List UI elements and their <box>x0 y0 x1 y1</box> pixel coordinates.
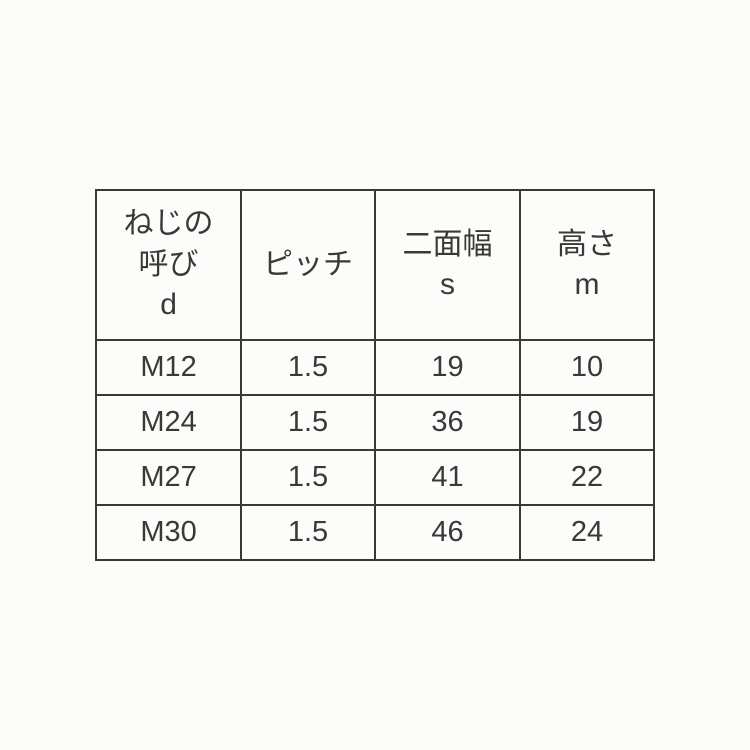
cell-thread-size: M27 <box>96 450 241 505</box>
spec-table-container: ねじの 呼び d ピッチ 二面幅 s 高さ m M12 <box>95 189 655 561</box>
header-label-line: d <box>160 288 177 321</box>
cell-width: 36 <box>375 395 520 450</box>
header-height: 高さ m <box>520 190 654 340</box>
spec-table: ねじの 呼び d ピッチ 二面幅 s 高さ m M12 <box>95 189 655 561</box>
cell-pitch: 1.5 <box>241 505 375 560</box>
cell-height: 10 <box>520 340 654 395</box>
header-label-line: 高さ <box>557 228 617 261</box>
cell-width: 46 <box>375 505 520 560</box>
table-header-row: ねじの 呼び d ピッチ 二面幅 s 高さ m <box>96 190 654 340</box>
cell-pitch: 1.5 <box>241 340 375 395</box>
header-label-line: 二面幅 <box>403 228 493 261</box>
header-pitch: ピッチ <box>241 190 375 340</box>
cell-height: 22 <box>520 450 654 505</box>
cell-thread-size: M12 <box>96 340 241 395</box>
table-row: M30 1.5 46 24 <box>96 505 654 560</box>
header-thread-size: ねじの 呼び d <box>96 190 241 340</box>
cell-width: 19 <box>375 340 520 395</box>
table-row: M24 1.5 36 19 <box>96 395 654 450</box>
table-row: M27 1.5 41 22 <box>96 450 654 505</box>
header-label-line: ピッチ <box>263 248 353 281</box>
header-width-across-flats: 二面幅 s <box>375 190 520 340</box>
header-label-line: ねじの <box>124 207 214 240</box>
cell-pitch: 1.5 <box>241 450 375 505</box>
header-label-line: s <box>440 268 455 301</box>
cell-thread-size: M30 <box>96 505 241 560</box>
table-row: M12 1.5 19 10 <box>96 340 654 395</box>
cell-width: 41 <box>375 450 520 505</box>
cell-height: 19 <box>520 395 654 450</box>
cell-height: 24 <box>520 505 654 560</box>
header-label-line: 呼び <box>139 248 199 281</box>
header-label-line: m <box>575 268 600 301</box>
cell-thread-size: M24 <box>96 395 241 450</box>
cell-pitch: 1.5 <box>241 395 375 450</box>
